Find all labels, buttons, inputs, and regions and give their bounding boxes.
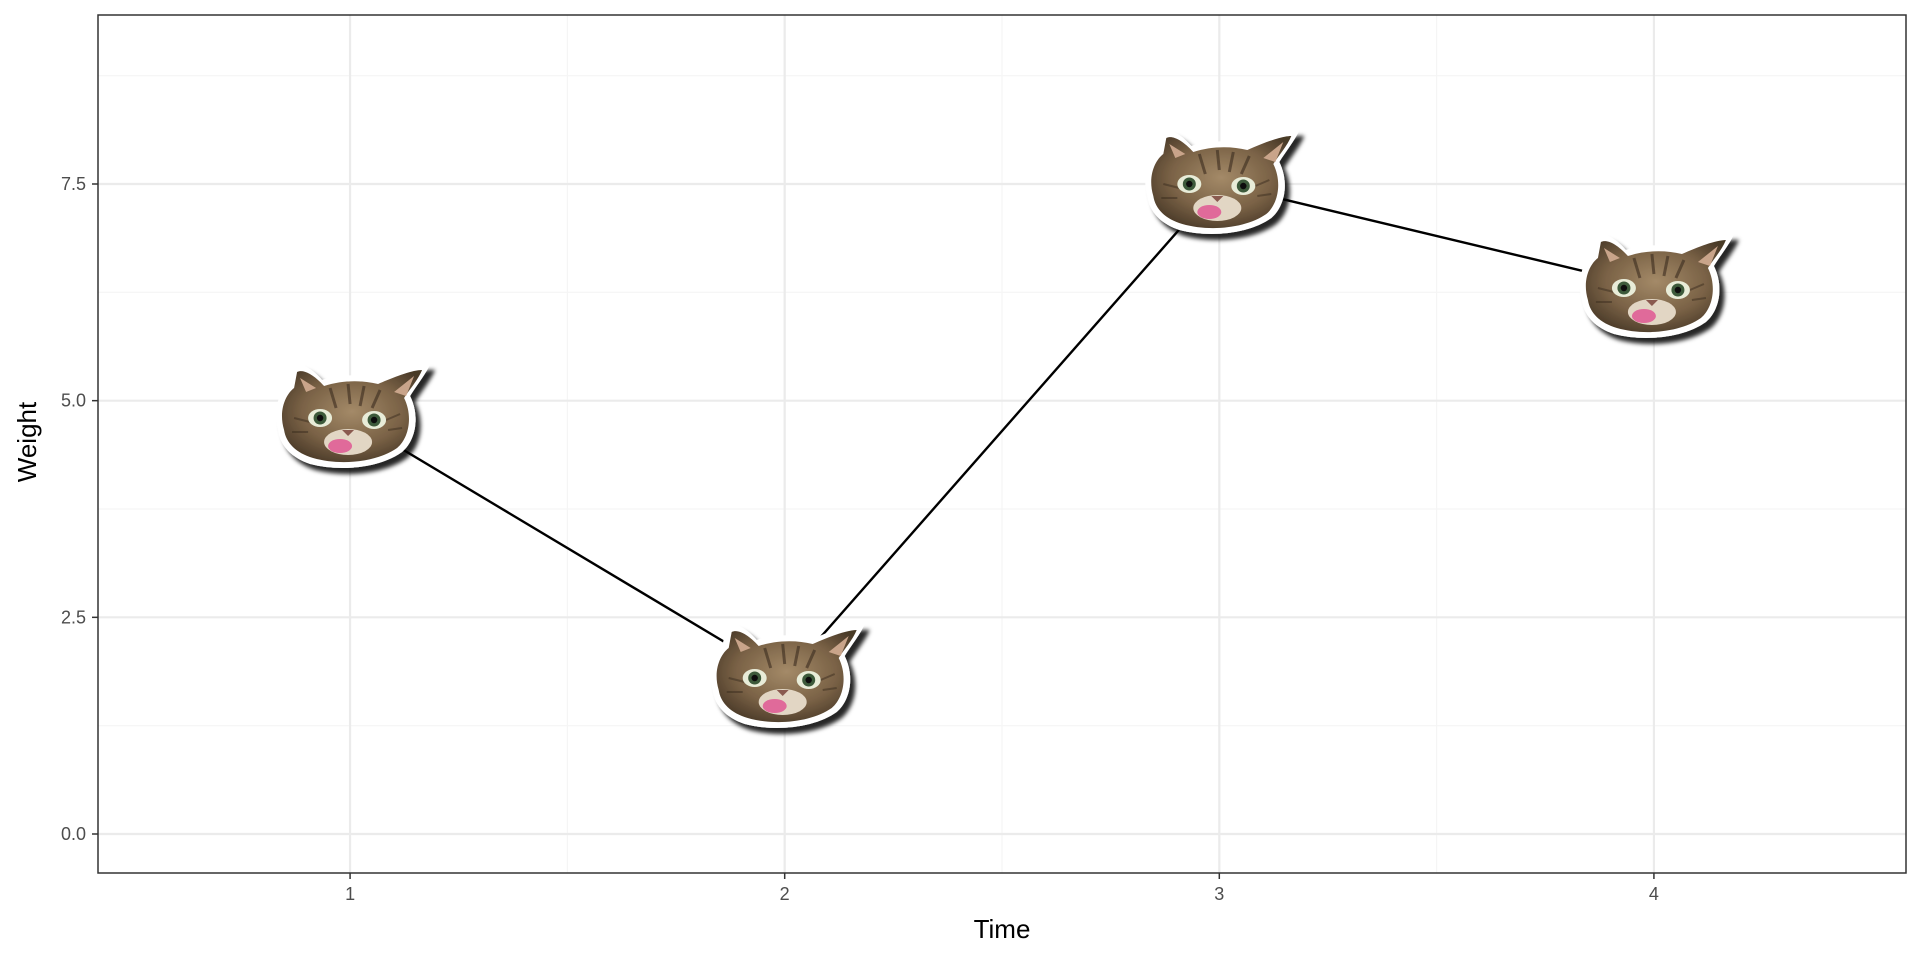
y-tick-label: 7.5 xyxy=(61,174,86,194)
x-tick-label: 2 xyxy=(780,884,790,904)
y-axis: 0.0 2.5 5.0 7.5 xyxy=(61,174,98,844)
series-line xyxy=(349,182,1655,680)
y-tick-label: 2.5 xyxy=(61,607,86,627)
y-axis-title: Weight xyxy=(12,401,42,482)
x-axis-title: Time xyxy=(974,914,1031,944)
x-tick-label: 3 xyxy=(1214,884,1224,904)
y-tick-label: 0.0 xyxy=(61,824,86,844)
panel-border xyxy=(97,14,1907,874)
major-gridlines xyxy=(98,15,1906,873)
x-axis: 1 2 3 4 xyxy=(345,873,1659,904)
series-line-group xyxy=(349,182,1655,680)
y-tick-label: 5.0 xyxy=(61,391,86,411)
x-tick-label: 1 xyxy=(345,884,355,904)
x-tick-label: 4 xyxy=(1649,884,1659,904)
